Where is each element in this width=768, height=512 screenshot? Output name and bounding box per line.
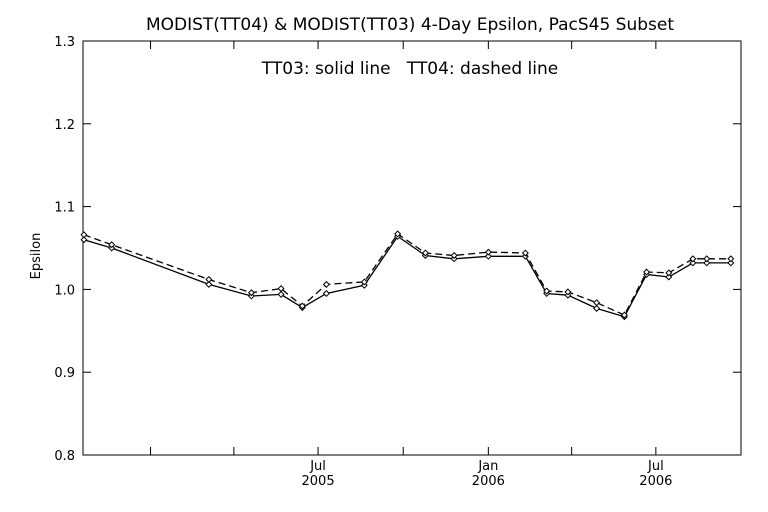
data-point-tt04 xyxy=(521,249,529,257)
y-axis-label: Epsilon xyxy=(29,233,44,280)
data-point-tt04 xyxy=(360,278,368,286)
data-point-tt04 xyxy=(665,269,673,277)
data-point-tt04 xyxy=(593,299,601,307)
x-tick-year-label: 2006 xyxy=(472,474,505,489)
data-point-tt03 xyxy=(703,259,711,267)
data-point-tt03 xyxy=(665,273,673,281)
data-point-tt04 xyxy=(564,288,572,296)
data-point-tt03 xyxy=(727,259,735,267)
data-point-tt04 xyxy=(80,231,88,239)
data-point-tt04 xyxy=(108,241,116,249)
series-line-tt03 xyxy=(83,235,731,318)
data-point-tt04 xyxy=(421,249,429,257)
data-point-tt03 xyxy=(205,280,213,288)
data-point-tt03 xyxy=(277,290,285,298)
data-point-tt04 xyxy=(450,251,458,259)
series-line-tt04 xyxy=(83,232,731,316)
data-point-tt04 xyxy=(394,230,402,238)
y-tick-label: 0.8 xyxy=(54,449,75,464)
y-tick-label: 1.0 xyxy=(54,283,75,298)
data-point-tt04 xyxy=(205,275,213,283)
data-point-tt04 xyxy=(620,311,628,319)
data-point-tt04 xyxy=(322,280,330,288)
x-tick-year-label: 2006 xyxy=(639,474,672,489)
data-point-tt03 xyxy=(689,259,697,267)
data-point-tt04 xyxy=(689,255,697,263)
series-layer xyxy=(80,230,735,321)
x-tick-label: Jan xyxy=(477,459,498,474)
x-tick-label: Jul xyxy=(309,459,326,474)
y-tick-label: 0.9 xyxy=(54,366,75,381)
x-tick-label: Jul xyxy=(647,459,664,474)
data-point-tt04 xyxy=(484,248,492,256)
data-point-tt03 xyxy=(322,290,330,298)
plot-frame xyxy=(82,40,742,456)
line-style-annotation: TT03: solid line TT04: dashed line xyxy=(261,59,558,79)
data-point-tt04 xyxy=(643,268,651,276)
data-point-tt04 xyxy=(543,287,551,295)
x-tick-year-label: 2005 xyxy=(302,474,335,489)
series-tt03 xyxy=(80,232,735,321)
data-point-tt03 xyxy=(80,236,88,244)
y-axis: 0.8 0.9 1.0 1.1 1.2 1.3 xyxy=(54,35,741,464)
y-tick-label: 1.1 xyxy=(54,201,75,216)
series-tt04 xyxy=(80,230,735,319)
y-tick-label: 1.2 xyxy=(54,118,75,133)
chart-title: MODIST(TT04) & MODIST(TT03) 4-Day Epsilo… xyxy=(146,15,674,35)
y-tick-label: 1.3 xyxy=(54,35,75,50)
data-point-tt04 xyxy=(703,255,711,263)
data-point-tt03 xyxy=(484,252,492,260)
data-point-tt04 xyxy=(727,255,735,263)
data-point-tt04 xyxy=(277,285,285,293)
data-point-tt04 xyxy=(247,289,255,297)
data-point-tt04 xyxy=(298,302,306,310)
data-point-tt03 xyxy=(593,304,601,312)
